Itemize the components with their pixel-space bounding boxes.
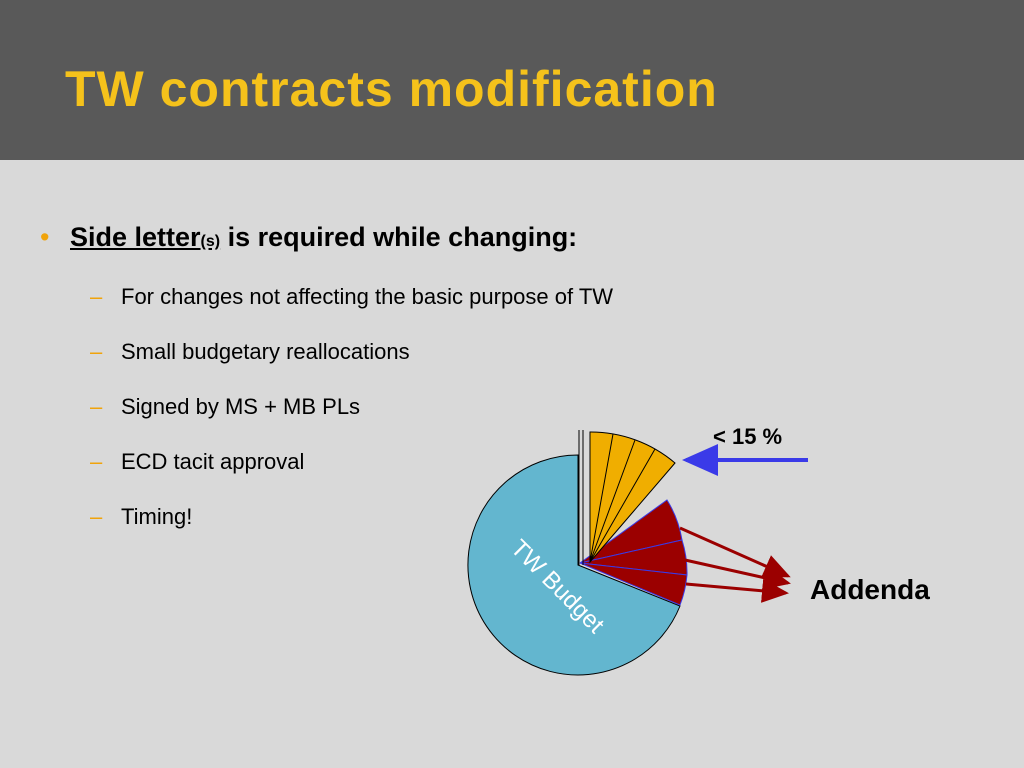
main-bullet: Side letter(s) is required while changin… <box>70 222 577 253</box>
bullet-dot: • <box>40 222 50 252</box>
arrow <box>679 526 791 578</box>
side-letter-sector <box>589 431 676 564</box>
addenda-label: Addenda <box>810 574 930 605</box>
sub-dash: – <box>90 284 103 309</box>
header-bar: TW contracts modification <box>0 0 1024 160</box>
slide-title: TW contracts modification <box>65 61 718 117</box>
addendum-sector <box>579 562 688 606</box>
bullet-rest: is required while changing: <box>227 222 578 252</box>
sub-dash: – <box>90 339 103 364</box>
sub-item: For changes not affecting the basic purp… <box>121 284 614 309</box>
small-label: < 15 % <box>713 424 782 449</box>
bullet-lead-suffix: (s) <box>200 233 221 250</box>
bullet-lead-text: Side letter <box>70 222 201 252</box>
sub-dash: – <box>90 394 103 419</box>
sliver-lines <box>578 430 584 565</box>
sub-item: ECD tacit approval <box>121 449 305 474</box>
arrow <box>684 558 791 590</box>
sector-lines <box>589 433 656 563</box>
bullet-lead: Side letter(s) <box>70 222 220 252</box>
sub-dash: – <box>90 504 103 529</box>
sub-item: Small budgetary reallocations <box>121 339 410 364</box>
sub-item: Signed by MS + MB PLs <box>121 394 361 419</box>
budget-sector <box>467 454 681 676</box>
sub-dash: – <box>90 449 103 474</box>
arrow <box>685 578 789 603</box>
sub-item: Timing! <box>121 504 193 529</box>
